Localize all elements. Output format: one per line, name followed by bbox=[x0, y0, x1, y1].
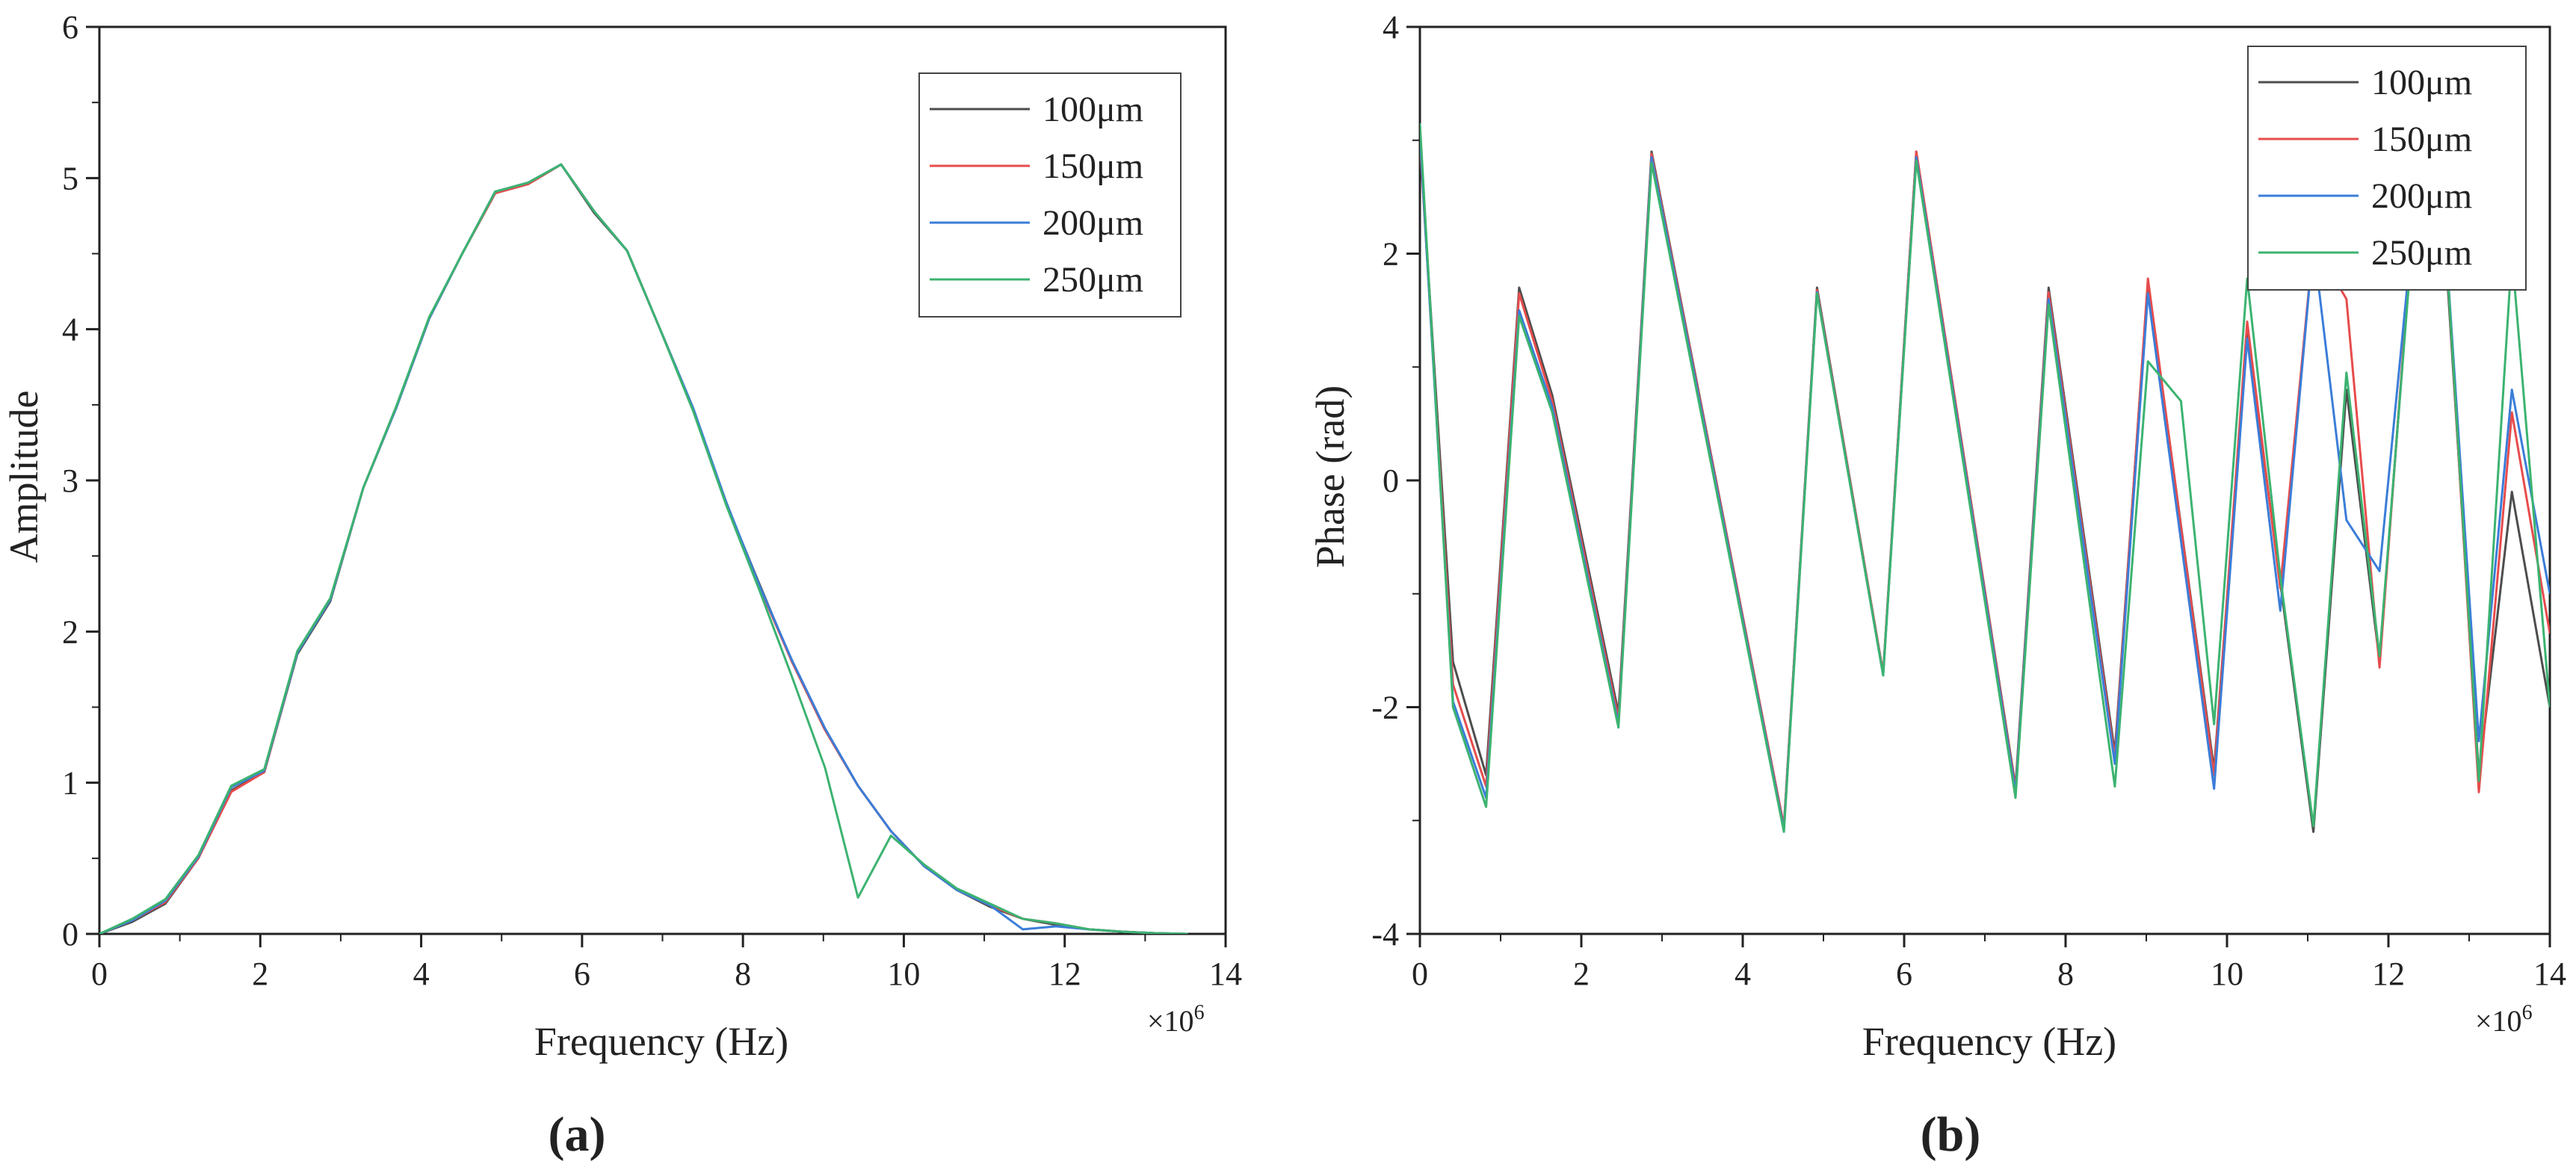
amplitude-legend-label: 150μm bbox=[1043, 146, 1143, 186]
amplitude-legend-label: 250μm bbox=[1043, 260, 1143, 300]
phase-chart: 0 2 4 6 8 10 12 14 -4 -2 0 2 4 100μm 150μm 200μm 250μm F… bbox=[1308, 9, 2566, 1162]
amplitude-panel-label: (a) bbox=[549, 1107, 606, 1162]
phase-y-axis-label: Phase (rad) bbox=[1308, 386, 1353, 568]
amplitude-legend: 100μm 150μm 200μm 250μm bbox=[918, 72, 1182, 318]
amplitude-y-tick-label: 5 bbox=[62, 160, 78, 196]
phase-legend-label: 200μm bbox=[2371, 176, 2472, 216]
amplitude-x-tick-label: 6 bbox=[574, 956, 590, 992]
phase-x-multiplier: ×106 bbox=[2475, 1001, 2533, 1038]
amplitude-x-tick-label: 14 bbox=[1209, 956, 1242, 992]
phase-x-tick-label: 0 bbox=[1412, 956, 1428, 992]
amplitude-y-tick-label: 4 bbox=[62, 312, 78, 348]
phase-x-axis-label: Frequency (Hz) bbox=[1862, 1019, 2116, 1064]
phase-legend-label: 100μm bbox=[2371, 63, 2472, 102]
phase-plot-area: 0 2 4 6 8 10 12 14 -4 -2 0 2 4 100μm 150μm 200μm 250μm bbox=[1371, 9, 2566, 992]
phase-y-tick-label: 2 bbox=[1383, 236, 1399, 273]
phase-x-tick-label: 8 bbox=[2057, 956, 2074, 992]
amplitude-y-tick-label: 2 bbox=[62, 613, 78, 650]
phase-legend-label: 250μm bbox=[2371, 233, 2472, 273]
phase-y-tick-label: -2 bbox=[1371, 690, 1399, 726]
phase-y-tick-label: 0 bbox=[1383, 462, 1399, 499]
amplitude-y-tick-label: 0 bbox=[62, 916, 78, 953]
amplitude-legend-label: 200μm bbox=[1043, 203, 1143, 243]
amplitude-x-tick-label: 8 bbox=[735, 956, 751, 992]
amplitude-legend-label: 100μm bbox=[1043, 90, 1143, 129]
amplitude-x-tick-label: 2 bbox=[252, 956, 268, 992]
phase-x-tick-label: 12 bbox=[2372, 956, 2405, 992]
amplitude-x-tick-label: 4 bbox=[413, 956, 430, 992]
phase-legend: 100μm 150μm 200μm 250μm bbox=[2247, 46, 2527, 291]
amplitude-y-tick-label: 3 bbox=[62, 462, 78, 499]
amplitude-legend-box bbox=[918, 72, 1182, 318]
phase-y-tick-label: 4 bbox=[1383, 9, 1399, 46]
amplitude-x-tick-label: 10 bbox=[887, 956, 920, 992]
phase-series-4-line bbox=[1420, 123, 2550, 833]
amplitude-x-multiplier: ×106 bbox=[1147, 1001, 1205, 1038]
phase-panel-label: (b) bbox=[1921, 1107, 1981, 1162]
phase-x-tick-label: 10 bbox=[2211, 956, 2243, 992]
phase-y-tick-label: -4 bbox=[1371, 916, 1399, 953]
amplitude-x-axis-label: Frequency (Hz) bbox=[534, 1019, 788, 1064]
amplitude-y-axis-label: Amplitude bbox=[1, 391, 46, 563]
amplitude-y-tick-label: 6 bbox=[62, 9, 78, 46]
phase-x-tick-label: 2 bbox=[1573, 956, 1590, 992]
amplitude-x-tick-label: 0 bbox=[91, 956, 108, 992]
amplitude-x-tick-label: 12 bbox=[1048, 956, 1081, 992]
amplitude-series-4-line bbox=[99, 163, 1188, 934]
phase-x-tick-label: 4 bbox=[1735, 956, 1751, 992]
amplitude-y-tick-label: 1 bbox=[62, 765, 78, 802]
phase-x-tick-label: 6 bbox=[1896, 956, 1912, 992]
phase-legend-label: 150μm bbox=[2371, 120, 2472, 159]
phase-legend-box bbox=[2247, 46, 2527, 291]
phase-x-tick-label: 14 bbox=[2533, 956, 2566, 992]
